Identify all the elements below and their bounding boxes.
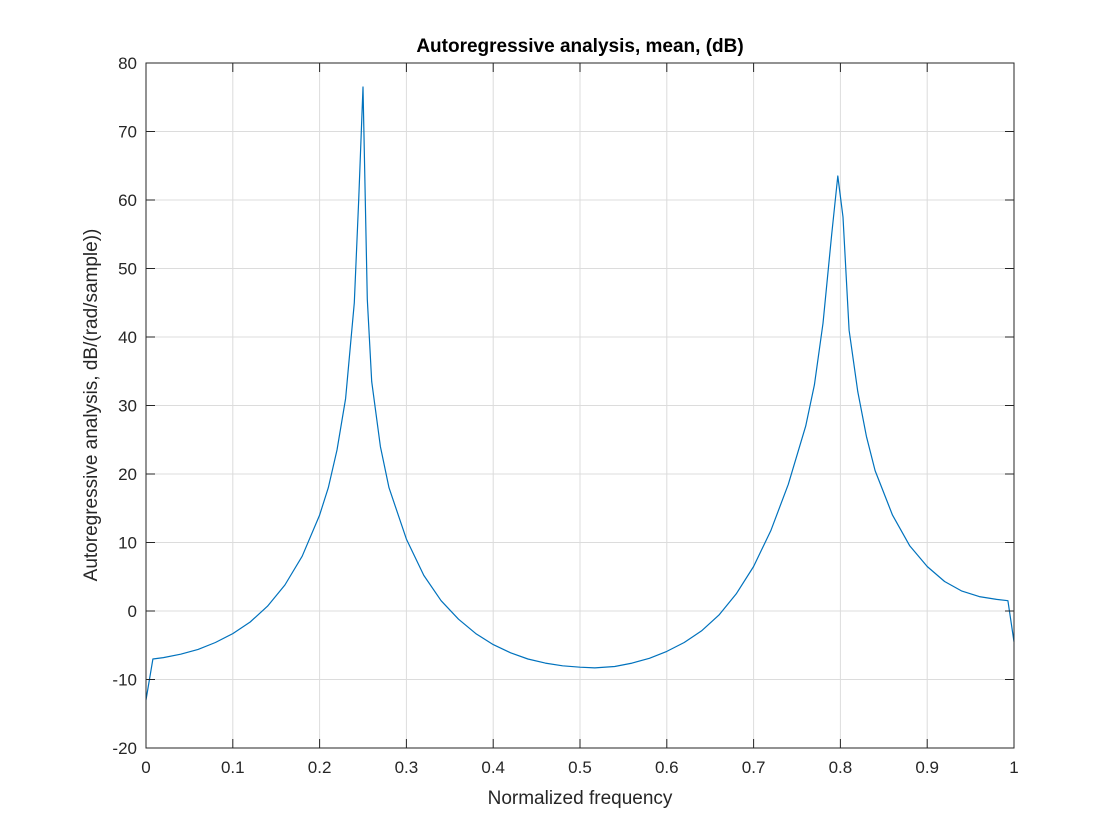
y-tick-label: -20: [112, 739, 137, 758]
chart-title: Autoregressive analysis, mean, (dB): [416, 36, 743, 57]
x-tick-label: 0.5: [568, 758, 592, 777]
series-line: [145, 86, 1015, 701]
y-tick-label: 40: [118, 328, 137, 347]
x-tick-label: 0.9: [915, 758, 939, 777]
x-tick-label: 1: [1009, 758, 1018, 777]
x-tick-label: 0.7: [742, 758, 766, 777]
ticks: [145, 62, 1015, 749]
x-tick-label: 0.8: [829, 758, 853, 777]
x-tick-label: 0.1: [221, 758, 245, 777]
y-tick-label: 50: [118, 260, 137, 279]
x-tick-label: 0.3: [395, 758, 419, 777]
x-tick-labels: 0 0.1 0.2 0.3 0.4 0.5 0.6 0.7 0.8 0.9 1: [141, 758, 1018, 777]
y-tick-labels: -20 -10 0 10 20 30 40 50 60 70 80: [112, 54, 137, 758]
y-tick-label: -10: [112, 671, 137, 690]
y-tick-label: 80: [118, 54, 137, 73]
y-tick-label: 0: [128, 602, 137, 621]
x-tick-label: 0: [141, 758, 150, 777]
y-tick-label: 10: [118, 534, 137, 553]
x-axis-label: Normalized frequency: [488, 788, 673, 809]
y-tick-label: 70: [118, 123, 137, 142]
y-axis-label: Autoregressive analysis, dB/(rad/sample)…: [81, 229, 102, 582]
y-tick-label: 30: [118, 397, 137, 416]
x-tick-label: 0.4: [481, 758, 505, 777]
y-tick-label: 60: [118, 191, 137, 210]
y-tick-label: 20: [118, 465, 137, 484]
x-tick-label: 0.6: [655, 758, 679, 777]
x-tick-label: 0.2: [308, 758, 332, 777]
series-layer: [145, 86, 1015, 701]
